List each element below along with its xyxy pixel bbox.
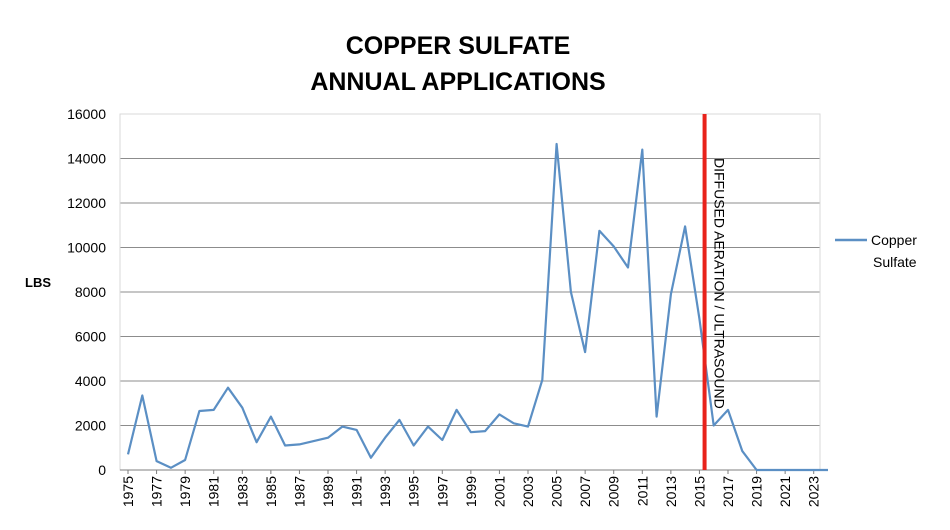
x-tick-label: 1975 <box>120 476 136 507</box>
chart-title: COPPER SULFATE ANNUAL APPLICATIONS <box>310 32 605 96</box>
x-tick-label: 2015 <box>691 476 707 507</box>
y-tick-label: 8000 <box>75 284 106 300</box>
annotation: DIFFUSED AERATION / ULTRASOUND <box>702 114 728 470</box>
x-tick-label: 1983 <box>234 476 250 507</box>
legend-label-line: Copper <box>871 232 917 248</box>
x-tick-label: 1987 <box>291 476 307 507</box>
x-tick-label: 1981 <box>206 476 222 507</box>
x-tick-label: 2007 <box>577 476 593 507</box>
x-tick-label: 1999 <box>463 476 479 507</box>
series-line-0 <box>126 142 828 472</box>
y-tick-label: 16000 <box>67 106 106 122</box>
y-tick-label: 6000 <box>75 329 106 345</box>
x-tick-label: 2013 <box>663 476 679 507</box>
legend: Copper Sulfate <box>835 232 917 270</box>
x-tick-label: 2005 <box>549 476 565 507</box>
y-tick-label: 0 <box>98 462 106 478</box>
x-tick-label: 1985 <box>263 476 279 507</box>
chart-title-line: COPPER SULFATE <box>346 32 571 60</box>
x-tick-label: 2019 <box>749 476 765 507</box>
x-tick-label: 1993 <box>377 476 393 507</box>
x-tick-label: 2023 <box>806 476 822 507</box>
y-axis-ticks: 0 2000 4000 6000 8000 10000 12000 14000 16000 <box>67 106 106 478</box>
x-tick-label: 1989 <box>320 476 336 507</box>
x-axis-ticks: 1975 1977 1979 1981 1983 1985 1987 1989 1991 1993… <box>120 469 822 507</box>
x-tick-label: 2021 <box>777 476 793 507</box>
x-tick-label: 1977 <box>149 476 165 507</box>
chart-title-line: ANNUAL APPLICATIONS <box>310 68 605 96</box>
annotation-label: DIFFUSED AERATION / ULTRASOUND <box>712 158 728 409</box>
y-tick-label: 10000 <box>67 240 106 256</box>
x-tick-label: 2001 <box>491 476 507 507</box>
x-tick-label: 2003 <box>520 476 536 507</box>
x-tick-label: 2017 <box>720 476 736 507</box>
x-tick-label: 1991 <box>349 476 365 507</box>
series-lines <box>126 142 828 472</box>
x-tick-label: 1997 <box>434 476 450 507</box>
y-tick-label: 14000 <box>67 151 106 167</box>
y-tick-label: 12000 <box>67 195 106 211</box>
x-tick-label: 1979 <box>177 476 193 507</box>
legend-label-line: Sulfate <box>873 254 917 270</box>
y-axis-label: LBS <box>25 275 51 290</box>
y-tick-label: 2000 <box>75 418 106 434</box>
x-tick-label: 2009 <box>606 476 622 507</box>
x-tick-label: 2011 <box>634 476 650 506</box>
y-axis-label-text: LBS <box>25 275 51 290</box>
y-tick-label: 4000 <box>75 373 106 389</box>
x-tick-label: 1995 <box>406 476 422 507</box>
